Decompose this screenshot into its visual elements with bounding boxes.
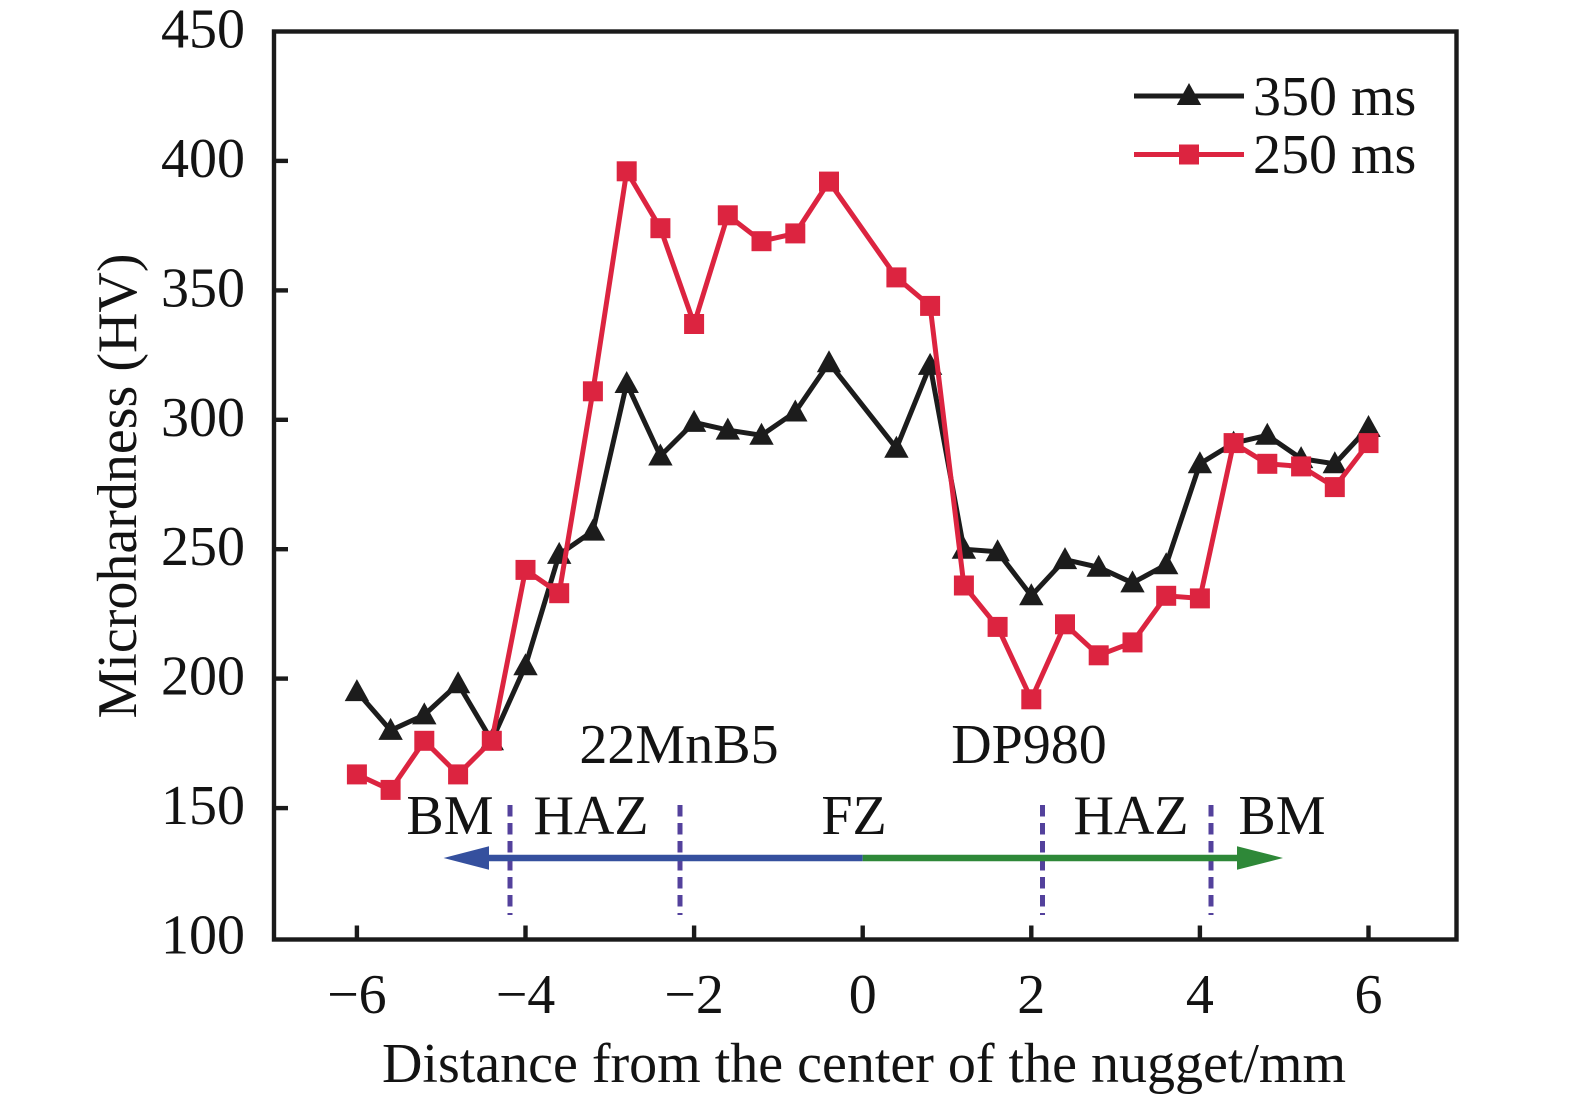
svg-text:BM: BM xyxy=(1238,785,1325,847)
svg-text:−2: −2 xyxy=(664,964,724,1026)
svg-text:HAZ: HAZ xyxy=(533,785,648,847)
svg-text:350 ms: 350 ms xyxy=(1253,66,1416,128)
svg-text:HAZ: HAZ xyxy=(1073,785,1188,847)
svg-text:100: 100 xyxy=(161,905,245,967)
svg-text:4: 4 xyxy=(1186,964,1214,1026)
svg-text:Microhardness (HV): Microhardness (HV) xyxy=(87,254,149,719)
svg-text:350: 350 xyxy=(161,257,245,319)
svg-text:2: 2 xyxy=(1017,964,1045,1026)
svg-text:BM: BM xyxy=(406,785,493,847)
svg-text:DP980: DP980 xyxy=(951,714,1107,776)
svg-text:FZ: FZ xyxy=(821,785,886,847)
svg-text:400: 400 xyxy=(161,128,245,190)
svg-text:0: 0 xyxy=(849,964,877,1026)
svg-text:300: 300 xyxy=(161,387,245,449)
svg-text:200: 200 xyxy=(161,646,245,708)
svg-text:250: 250 xyxy=(161,516,245,578)
svg-text:250 ms: 250 ms xyxy=(1253,124,1416,186)
svg-text:Distance from the center of th: Distance from the center of the nugget/m… xyxy=(382,1033,1346,1095)
svg-text:−4: −4 xyxy=(496,964,556,1026)
svg-text:22MnB5: 22MnB5 xyxy=(579,714,778,776)
svg-text:450: 450 xyxy=(161,0,245,61)
svg-text:−6: −6 xyxy=(327,964,387,1026)
svg-text:150: 150 xyxy=(161,775,245,837)
svg-text:6: 6 xyxy=(1355,964,1383,1026)
